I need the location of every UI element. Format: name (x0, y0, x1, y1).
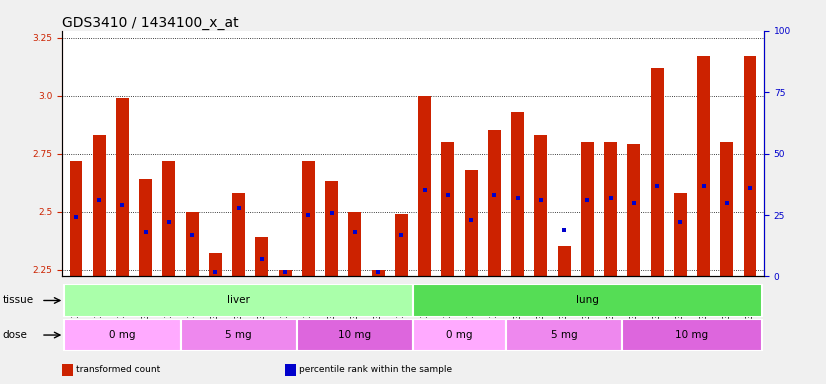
Bar (64, 319, 181, 351)
Bar (418, 96, 431, 276)
Text: liver: liver (227, 295, 250, 306)
Bar (628, 144, 640, 276)
Bar (720, 142, 733, 276)
Bar (581, 142, 594, 276)
Bar (302, 161, 315, 276)
Bar (278, 270, 292, 276)
Text: percentile rank within the sample: percentile rank within the sample (299, 365, 452, 374)
Bar (558, 247, 571, 276)
Text: GDS3410 / 1434100_x_at: GDS3410 / 1434100_x_at (62, 16, 239, 30)
Text: 5 mg: 5 mg (551, 330, 577, 340)
Text: 0 mg: 0 mg (446, 330, 472, 340)
Bar (488, 131, 501, 276)
Text: lung: lung (576, 295, 599, 306)
Bar (465, 170, 477, 276)
Bar (64, 284, 413, 317)
Bar (116, 98, 129, 276)
Bar (372, 270, 385, 276)
Bar (255, 237, 268, 276)
Bar (674, 193, 686, 276)
Bar (93, 135, 106, 276)
Text: 5 mg: 5 mg (225, 330, 252, 340)
Text: 10 mg: 10 mg (339, 330, 372, 340)
Bar (413, 284, 762, 317)
Text: transformed count: transformed count (76, 365, 160, 374)
Bar (413, 319, 506, 351)
Bar (181, 319, 297, 351)
Bar (604, 142, 617, 276)
Bar (325, 181, 338, 276)
Bar (511, 112, 524, 276)
Bar (534, 135, 548, 276)
Bar (209, 253, 222, 276)
Text: 10 mg: 10 mg (676, 330, 709, 340)
Text: tissue: tissue (2, 295, 34, 306)
Bar (441, 142, 454, 276)
Bar (140, 179, 152, 276)
Bar (506, 319, 622, 351)
Bar (69, 161, 83, 276)
Bar (622, 319, 762, 351)
Bar (395, 214, 408, 276)
Bar (651, 68, 663, 276)
Text: 0 mg: 0 mg (109, 330, 135, 340)
Bar (186, 212, 198, 276)
Bar (349, 212, 361, 276)
Bar (743, 56, 757, 276)
Bar (232, 193, 245, 276)
Text: dose: dose (2, 330, 27, 340)
Bar (697, 56, 710, 276)
Bar (297, 319, 413, 351)
Bar (163, 161, 175, 276)
